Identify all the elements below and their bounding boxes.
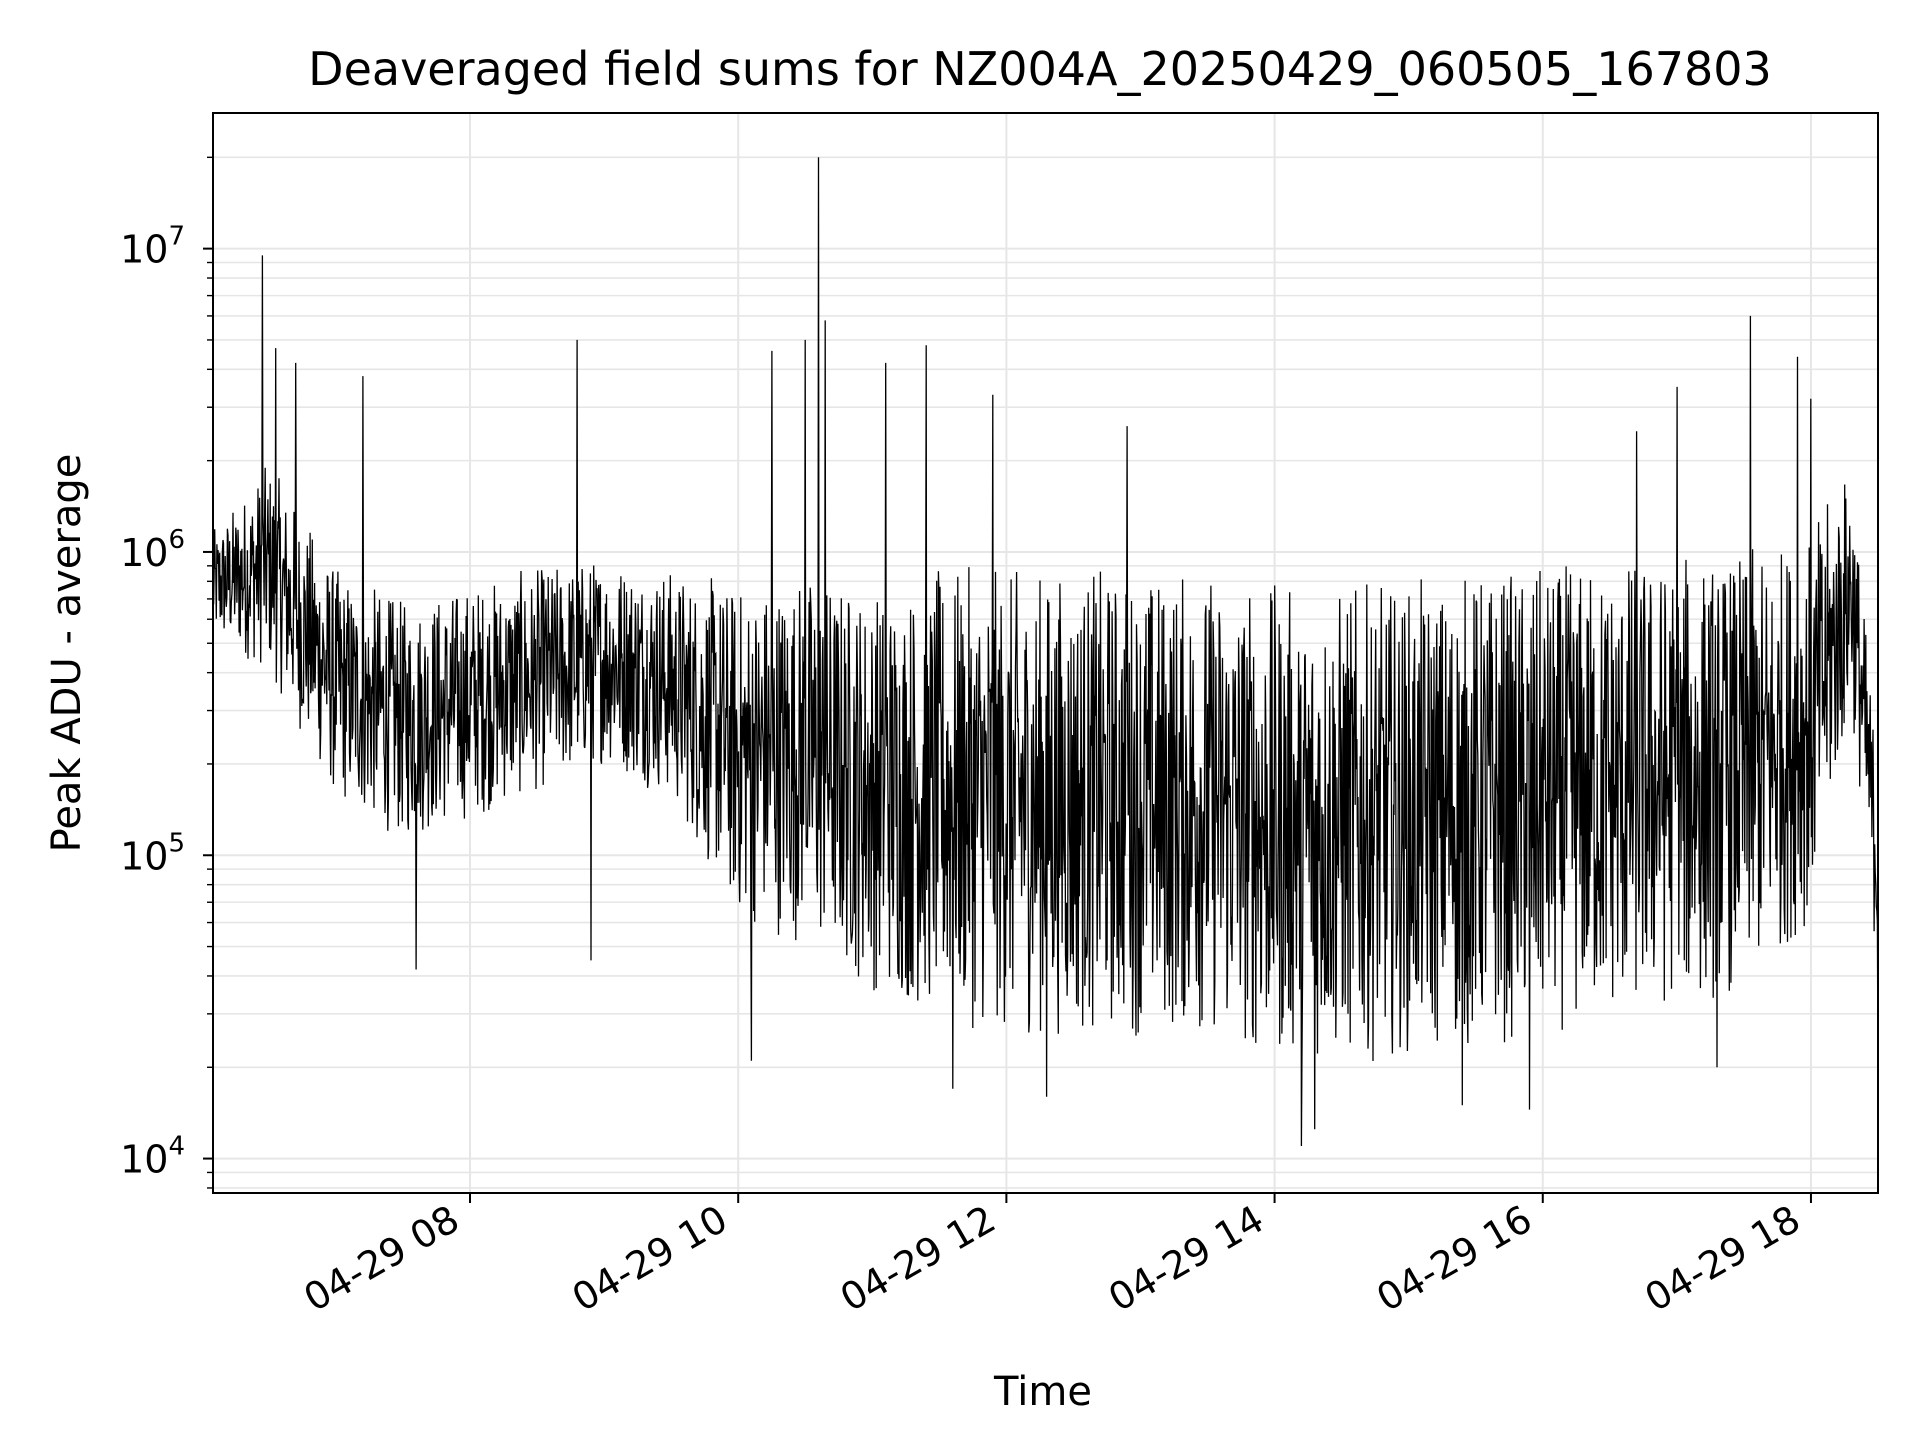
- chart-title: Deaveraged field sums for NZ004A_2025042…: [308, 42, 1772, 96]
- y-tick-exponent: 4: [168, 1132, 185, 1162]
- y-tick-label: 105: [120, 828, 185, 878]
- x-axis-label: Time: [993, 1369, 1092, 1415]
- data-line: [213, 157, 1878, 1147]
- y-tick-exponent: 6: [168, 525, 185, 555]
- y-tick-label: 104: [120, 1132, 185, 1182]
- series-line: [213, 157, 1878, 1147]
- y-axis: 104 105 106 107: [120, 156, 213, 1189]
- y-axis-label: Peak ADU - average: [44, 454, 90, 853]
- y-tick-label: 107: [120, 222, 185, 272]
- y-tick-label: 106: [120, 525, 185, 575]
- y-tick-exponent: 5: [168, 828, 185, 858]
- plot-frame: [212, 112, 1879, 1194]
- y-tick-exponent: 7: [168, 222, 185, 252]
